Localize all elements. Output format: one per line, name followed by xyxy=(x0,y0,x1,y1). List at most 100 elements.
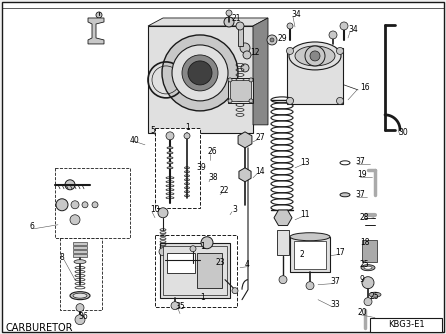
Polygon shape xyxy=(148,18,268,26)
Bar xyxy=(238,26,243,46)
Circle shape xyxy=(75,315,85,325)
Ellipse shape xyxy=(369,292,381,297)
Text: 14: 14 xyxy=(255,167,264,176)
Ellipse shape xyxy=(167,157,173,159)
Text: 37: 37 xyxy=(355,190,365,199)
Ellipse shape xyxy=(340,193,350,197)
Text: 19: 19 xyxy=(357,170,367,179)
Ellipse shape xyxy=(74,260,86,264)
Circle shape xyxy=(364,298,372,306)
Bar xyxy=(73,254,87,257)
Circle shape xyxy=(56,199,68,211)
Bar xyxy=(160,243,230,298)
Text: 2: 2 xyxy=(300,250,305,259)
Text: 34: 34 xyxy=(291,10,301,19)
Text: 3: 3 xyxy=(232,205,237,214)
Bar xyxy=(163,246,227,295)
Text: 28: 28 xyxy=(360,213,369,222)
Circle shape xyxy=(267,35,277,45)
Text: 37: 37 xyxy=(330,277,340,286)
Bar xyxy=(287,48,343,104)
Circle shape xyxy=(172,45,228,101)
Circle shape xyxy=(162,35,238,111)
Polygon shape xyxy=(238,132,252,148)
Ellipse shape xyxy=(290,233,330,241)
Bar xyxy=(370,318,442,332)
Circle shape xyxy=(228,78,232,82)
Text: 26: 26 xyxy=(208,147,218,156)
Circle shape xyxy=(279,276,287,284)
Text: CARBURETOR: CARBURETOR xyxy=(5,323,73,333)
Circle shape xyxy=(286,47,293,54)
Bar xyxy=(155,128,200,208)
Text: 11: 11 xyxy=(300,210,310,219)
Circle shape xyxy=(232,288,238,294)
Circle shape xyxy=(336,47,343,54)
Circle shape xyxy=(184,133,190,139)
Text: 13: 13 xyxy=(300,158,310,167)
Text: 5: 5 xyxy=(150,126,155,135)
Circle shape xyxy=(249,99,253,103)
Circle shape xyxy=(92,202,98,208)
Circle shape xyxy=(286,98,293,105)
Circle shape xyxy=(201,237,213,249)
Circle shape xyxy=(249,78,253,82)
Text: 1: 1 xyxy=(185,123,190,132)
Circle shape xyxy=(182,55,218,91)
Text: 25: 25 xyxy=(360,260,370,269)
Ellipse shape xyxy=(167,162,173,164)
Circle shape xyxy=(240,43,250,53)
Text: 10: 10 xyxy=(150,205,160,214)
Text: 17: 17 xyxy=(335,248,345,257)
Polygon shape xyxy=(253,18,268,125)
Ellipse shape xyxy=(70,292,90,300)
Polygon shape xyxy=(239,168,251,182)
Text: 39: 39 xyxy=(196,163,206,172)
Text: 30: 30 xyxy=(398,128,408,137)
Text: KBG3-E1: KBG3-E1 xyxy=(388,320,424,329)
Text: 33: 33 xyxy=(330,300,340,309)
Ellipse shape xyxy=(73,293,87,298)
Bar xyxy=(228,78,253,103)
Bar xyxy=(148,26,253,133)
Text: 25: 25 xyxy=(370,292,380,301)
Circle shape xyxy=(71,201,79,209)
Ellipse shape xyxy=(167,152,173,154)
Ellipse shape xyxy=(167,167,173,169)
Text: 1: 1 xyxy=(200,293,205,302)
Text: 12: 12 xyxy=(250,48,260,57)
Circle shape xyxy=(171,302,179,310)
Polygon shape xyxy=(88,18,104,44)
Text: 34: 34 xyxy=(348,25,358,34)
Circle shape xyxy=(329,31,337,39)
Text: 22: 22 xyxy=(220,186,230,195)
Ellipse shape xyxy=(361,265,375,271)
Bar xyxy=(290,237,330,272)
Bar xyxy=(230,80,251,101)
Circle shape xyxy=(241,64,249,72)
Text: 16: 16 xyxy=(360,84,370,93)
Text: 4: 4 xyxy=(245,260,250,269)
Text: 27: 27 xyxy=(255,133,264,142)
Text: 20: 20 xyxy=(358,308,368,317)
Circle shape xyxy=(65,180,75,190)
Polygon shape xyxy=(274,210,292,225)
Circle shape xyxy=(362,277,374,289)
Bar xyxy=(362,240,377,262)
Bar xyxy=(55,168,130,238)
Text: 40: 40 xyxy=(130,136,140,145)
Bar xyxy=(60,238,102,310)
Text: 18: 18 xyxy=(360,238,369,247)
Bar xyxy=(294,241,326,269)
Circle shape xyxy=(224,17,234,27)
Bar xyxy=(277,230,289,255)
Ellipse shape xyxy=(289,42,341,70)
Circle shape xyxy=(96,12,102,18)
Text: 21: 21 xyxy=(232,14,241,23)
Text: 23: 23 xyxy=(215,258,225,267)
Text: 38: 38 xyxy=(208,173,218,182)
Circle shape xyxy=(76,304,84,312)
Bar xyxy=(73,250,87,253)
Text: 9: 9 xyxy=(360,275,365,284)
Circle shape xyxy=(228,99,232,103)
